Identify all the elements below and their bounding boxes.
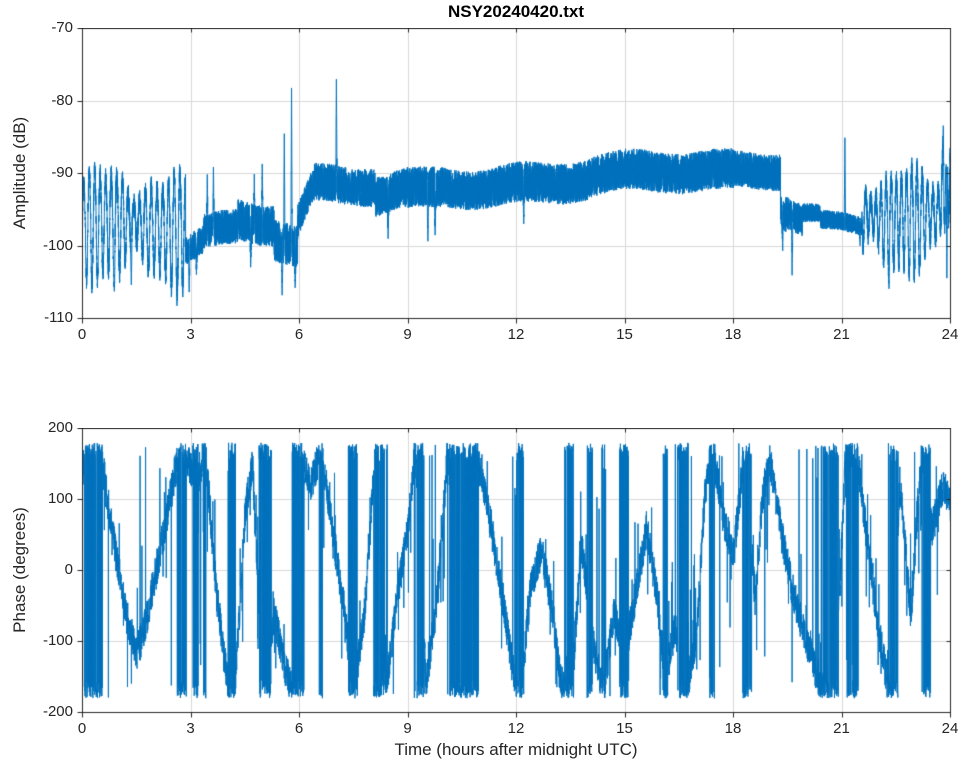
- amplitude-axis-label: Amplitude (dB): [10, 116, 29, 230]
- x-tick-label: 18: [724, 720, 742, 737]
- phase-axis-label: Phase (degrees): [10, 507, 29, 633]
- x-tick-label: 12: [507, 326, 525, 343]
- x-tick-label: 6: [294, 720, 304, 737]
- x-tick-label: 3: [186, 720, 195, 737]
- x-tick-label: 24: [941, 720, 959, 737]
- y-tick-label: -200: [42, 703, 73, 720]
- x-tick-label: 12: [507, 720, 525, 737]
- x-tick-label: 21: [833, 326, 850, 343]
- x-tick-label: 21: [833, 720, 850, 737]
- y-tick-label: -80: [51, 91, 73, 109]
- x-tick-label: 15: [616, 720, 633, 737]
- x-tick-label: 6: [294, 326, 304, 343]
- phase-plot-canvas: [75, 428, 952, 721]
- y-tick-label: -110: [44, 309, 73, 326]
- x-tick-label: 9: [403, 326, 412, 343]
- y-tick-label: 0: [64, 561, 73, 578]
- y-tick-label: -100: [42, 632, 73, 649]
- y-tick-label: -100: [42, 236, 73, 254]
- y-tick-label: 100: [47, 490, 73, 507]
- amplitude-plot-canvas: [75, 28, 952, 327]
- x-tick-label: 24: [941, 326, 959, 343]
- x-tick-label: 15: [616, 326, 633, 343]
- x-tick-label: 0: [77, 326, 87, 343]
- figure-title: NSY20240420.txt: [447, 2, 585, 21]
- y-tick-label: -70: [51, 19, 73, 36]
- x-tick-label: 0: [77, 720, 87, 737]
- x-tick-label: 18: [724, 326, 742, 343]
- x-tick-label: 3: [186, 326, 195, 343]
- y-tick-label: 200: [47, 419, 73, 436]
- time-axis-label: Time (hours after midnight UTC): [394, 740, 638, 759]
- y-tick-label: -90: [51, 164, 73, 181]
- x-tick-label: 9: [403, 720, 412, 737]
